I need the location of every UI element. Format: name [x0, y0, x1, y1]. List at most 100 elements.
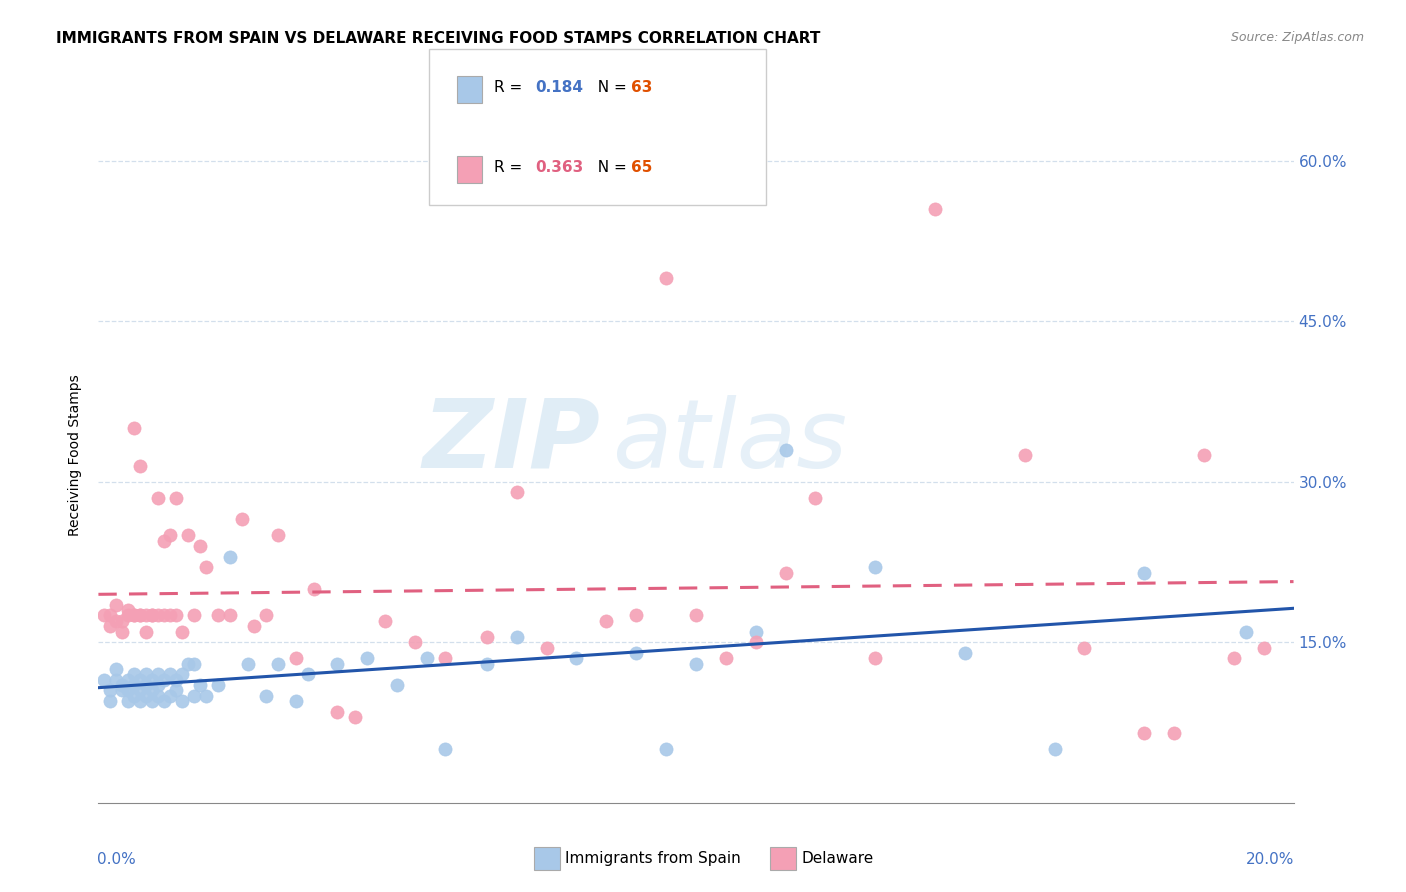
Point	[297, 667, 319, 681]
Point	[685, 657, 707, 671]
Point	[165, 608, 187, 623]
Point	[100, 619, 122, 633]
Point	[141, 683, 163, 698]
Point	[117, 673, 139, 687]
Point	[1133, 566, 1156, 580]
Point	[1163, 726, 1185, 740]
Text: N =: N =	[588, 161, 631, 175]
Text: 65: 65	[631, 161, 652, 175]
Text: 0.0%: 0.0%	[97, 852, 136, 866]
Point	[536, 640, 558, 655]
Point	[153, 608, 176, 623]
Text: Source: ZipAtlas.com: Source: ZipAtlas.com	[1230, 31, 1364, 45]
Point	[183, 689, 205, 703]
Point	[188, 678, 211, 692]
Point	[141, 608, 163, 623]
Point	[284, 694, 307, 708]
Point	[219, 608, 242, 623]
Point	[124, 667, 146, 681]
Point	[188, 539, 211, 553]
Point	[165, 491, 187, 505]
Point	[685, 608, 707, 623]
Point	[183, 657, 205, 671]
Point	[254, 689, 277, 703]
Point	[124, 608, 146, 623]
Point	[1253, 640, 1275, 655]
Point	[153, 533, 176, 548]
Point	[105, 662, 128, 676]
Point	[111, 614, 134, 628]
Point	[117, 608, 139, 623]
Point	[195, 560, 218, 574]
Point	[1192, 448, 1215, 462]
Text: 0.184: 0.184	[536, 80, 583, 95]
Point	[141, 673, 163, 687]
Point	[117, 694, 139, 708]
Point	[117, 603, 139, 617]
Point	[374, 614, 396, 628]
Text: 63: 63	[631, 80, 652, 95]
Point	[129, 683, 152, 698]
Point	[953, 646, 976, 660]
Point	[172, 667, 194, 681]
Text: R =: R =	[494, 80, 527, 95]
Point	[775, 566, 797, 580]
Point	[105, 673, 128, 687]
Point	[135, 667, 157, 681]
Point	[475, 630, 498, 644]
Point	[159, 667, 181, 681]
Point	[231, 512, 253, 526]
Point	[93, 608, 115, 623]
Text: 20.0%: 20.0%	[1246, 852, 1295, 866]
Point	[148, 678, 170, 692]
Point	[100, 683, 122, 698]
Point	[267, 657, 290, 671]
Point	[129, 608, 152, 623]
Point	[195, 689, 218, 703]
Point	[135, 624, 157, 639]
Point	[129, 608, 152, 623]
Point	[159, 528, 181, 542]
Point	[243, 619, 266, 633]
Point	[1223, 651, 1246, 665]
Point	[105, 614, 128, 628]
Point	[219, 549, 242, 564]
Point	[148, 491, 170, 505]
Point	[302, 582, 325, 596]
Point	[148, 608, 170, 623]
Point	[267, 528, 290, 542]
Point	[207, 678, 229, 692]
Point	[124, 678, 146, 692]
Point	[344, 710, 367, 724]
Point	[416, 651, 439, 665]
Point	[135, 608, 157, 623]
Point	[254, 608, 277, 623]
Point	[117, 683, 139, 698]
Point	[1014, 448, 1036, 462]
Point	[326, 705, 349, 719]
Point	[655, 742, 678, 756]
Point	[356, 651, 378, 665]
Point	[141, 608, 163, 623]
Point	[284, 651, 307, 665]
Point	[506, 485, 529, 500]
Point	[177, 528, 200, 542]
Point	[105, 598, 128, 612]
Point	[565, 651, 588, 665]
Point	[111, 678, 134, 692]
Point	[404, 635, 426, 649]
Point	[804, 491, 827, 505]
Point	[165, 673, 187, 687]
Y-axis label: Receiving Food Stamps: Receiving Food Stamps	[69, 374, 83, 536]
Point	[745, 624, 768, 639]
Text: 0.363: 0.363	[536, 161, 583, 175]
Text: N =: N =	[588, 80, 631, 95]
Point	[326, 657, 349, 671]
Text: R =: R =	[494, 161, 527, 175]
Point	[124, 689, 146, 703]
Point	[924, 202, 946, 216]
Point	[124, 421, 146, 435]
Point	[626, 646, 648, 660]
Text: IMMIGRANTS FROM SPAIN VS DELAWARE RECEIVING FOOD STAMPS CORRELATION CHART: IMMIGRANTS FROM SPAIN VS DELAWARE RECEIV…	[56, 31, 821, 46]
Point	[172, 694, 194, 708]
